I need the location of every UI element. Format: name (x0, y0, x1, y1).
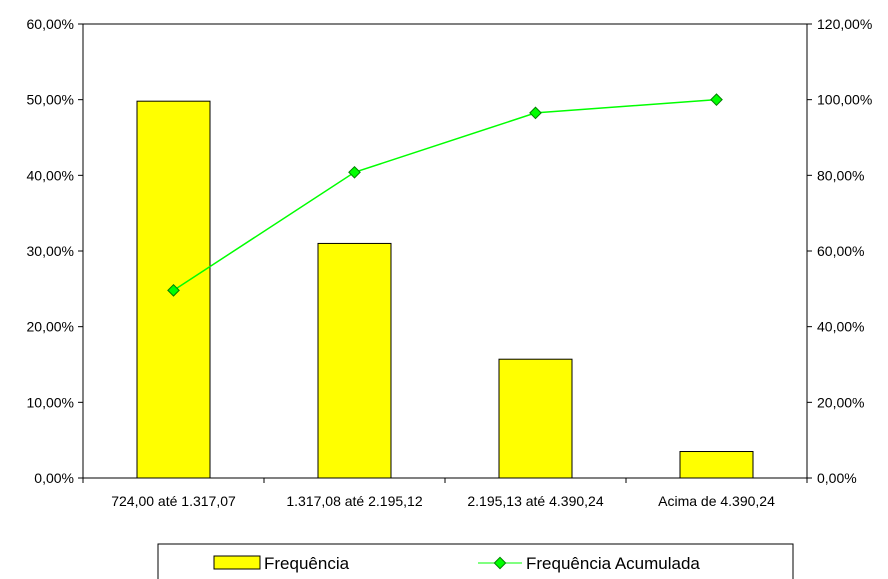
legend: Frequência Frequência Acumulada (157, 543, 794, 579)
legend-swatch-frequencia (213, 555, 261, 570)
bar-series-frequencia (136, 100, 754, 479)
right-tick-label: 120,00% (817, 16, 872, 32)
right-tick-label: 40,00% (817, 319, 864, 335)
x-tick-label: 724,00 até 1.317,07 (111, 493, 236, 509)
left-tick-label: 60,00% (27, 16, 74, 32)
x-tick-label: 2.195,13 até 4.390,24 (467, 493, 603, 509)
left-tick-label: 30,00% (27, 243, 74, 259)
right-tick-label: 0,00% (817, 470, 857, 486)
left-tick-label: 50,00% (27, 92, 74, 108)
left-tick-label: 10,00% (27, 394, 74, 410)
line-marker-2 (348, 165, 361, 179)
line-series-frequencia-acumulada (167, 93, 723, 297)
left-tick-label: 0,00% (34, 470, 74, 486)
x-axis: 724,00 até 1.317,07 1.317,08 até 2.195,12… (82, 477, 808, 509)
bar-2 (317, 242, 392, 479)
line-marker-1 (167, 283, 180, 297)
left-tick-label: 40,00% (27, 167, 74, 183)
x-tick-label: Acima de 4.390,24 (658, 493, 775, 509)
left-tick-label: 20,00% (27, 319, 74, 335)
legend-label-frequencia-acumulada: Frequência Acumulada (526, 554, 700, 573)
right-tick-label: 100,00% (817, 92, 872, 108)
right-tick-label: 60,00% (817, 243, 864, 259)
right-tick-label: 20,00% (817, 394, 864, 410)
bar-4 (679, 451, 754, 479)
left-y-axis: 0,00% 10,00% 20,00% 30,00% 40,00% 50,00% 60,00… (27, 16, 84, 486)
bar-3 (498, 358, 573, 479)
line-marker-4 (710, 93, 723, 107)
legend-box (157, 543, 794, 579)
legend-marker-frequencia-acumulada (493, 556, 507, 570)
legend-label-frequencia: Frequência (264, 554, 350, 573)
right-tick-label: 80,00% (817, 167, 864, 183)
right-y-axis: 0,00% 20,00% 40,00% 60,00% 80,00% 100,00% 120,… (806, 16, 872, 486)
line-marker-3 (529, 106, 542, 120)
x-tick-label: 1.317,08 até 2.195,12 (286, 493, 422, 509)
cumulative-line (173, 98, 717, 291)
